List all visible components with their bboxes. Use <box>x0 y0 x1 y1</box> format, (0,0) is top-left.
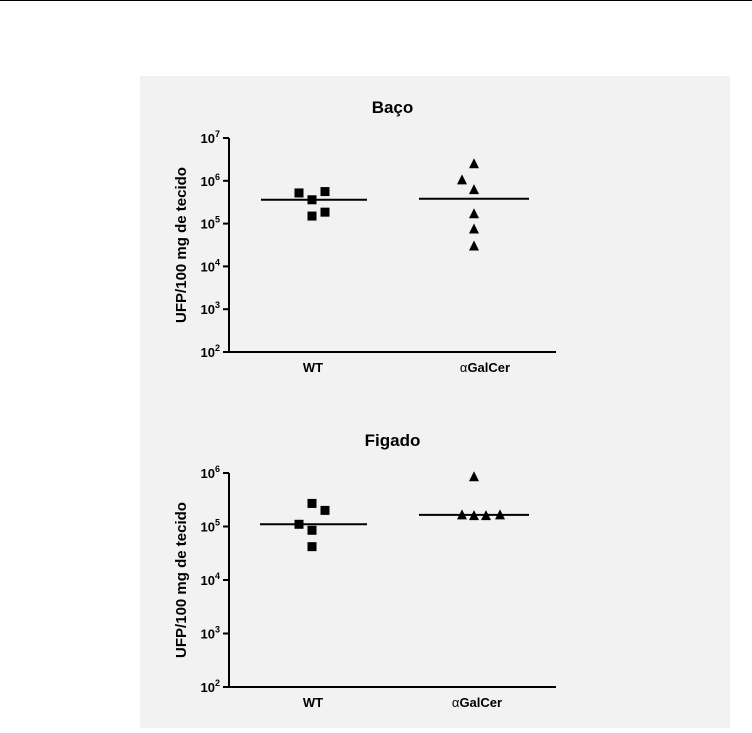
chart-panel-2: Figado UFP/100 mg de tecido 102 103 104 105 10… <box>173 431 556 710</box>
y-tick-label: 105 <box>201 518 220 535</box>
data-point-triangle <box>469 223 479 234</box>
y-tick-label: 104 <box>201 571 220 588</box>
y-tick-label: 106 <box>201 464 220 481</box>
data-point-square <box>294 519 304 529</box>
x-category-label: WT <box>303 360 323 375</box>
data-point-triangle <box>469 510 479 521</box>
x-category-label: αGalCer <box>452 695 502 710</box>
data-point-square <box>307 498 317 508</box>
y-tick-label: 102 <box>201 343 220 360</box>
data-point-triangle <box>469 158 479 169</box>
chart-panel-1: Baço UFP/100 mg de tecido 102 103 104 105 106 1… <box>173 98 556 375</box>
y-tick-label: 103 <box>201 625 220 642</box>
data-point-triangle <box>457 509 467 520</box>
y-tick-label: 107 <box>201 129 220 146</box>
data-point-square <box>307 542 317 552</box>
y-tick-label: 103 <box>201 300 220 317</box>
data-point-triangle <box>469 240 479 251</box>
data-point-square <box>307 195 317 205</box>
data-point-square <box>307 211 317 221</box>
y-axis-label: UFP/100 mg de tecido <box>173 167 190 323</box>
top-border-line <box>0 0 752 1</box>
data-point-triangle <box>469 208 479 219</box>
chart-title: Figado <box>365 431 421 450</box>
y-tick-label: 104 <box>201 257 220 274</box>
data-point-square <box>320 505 330 515</box>
data-point-triangle <box>495 509 505 520</box>
data-point-triangle <box>481 510 491 521</box>
x-category-label: αGalCer <box>460 360 510 375</box>
data-point-square <box>294 188 304 198</box>
y-tick-label: 102 <box>201 678 220 695</box>
y-axis-label: UFP/100 mg de tecido <box>173 502 190 658</box>
figure-background <box>140 76 730 728</box>
chart-title: Baço <box>372 98 414 117</box>
data-point-triangle <box>469 471 479 482</box>
y-tick-label: 105 <box>201 215 220 232</box>
y-tick-label: 106 <box>201 172 220 189</box>
data-point-square <box>320 207 330 217</box>
x-category-label: WT <box>303 695 323 710</box>
data-point-triangle <box>469 184 479 195</box>
data-point-triangle <box>457 174 467 185</box>
data-point-square <box>307 525 317 535</box>
data-point-square <box>320 187 330 197</box>
